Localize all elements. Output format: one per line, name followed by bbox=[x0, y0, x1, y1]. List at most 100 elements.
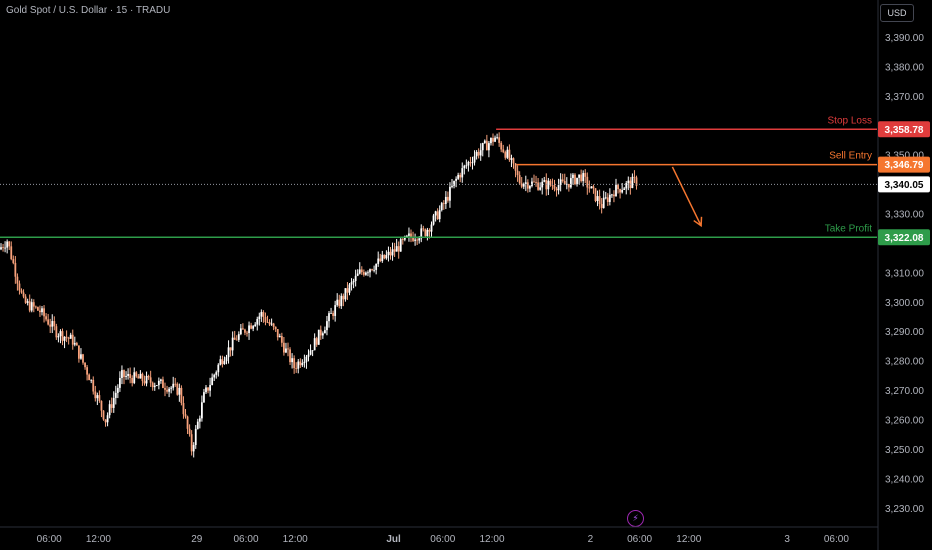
projection-arrow-head bbox=[693, 216, 703, 228]
candle-body bbox=[88, 374, 91, 381]
candle-body bbox=[432, 215, 435, 225]
candle-body bbox=[490, 138, 492, 144]
candle-body bbox=[551, 185, 554, 186]
candle-body bbox=[543, 180, 546, 182]
chart-title: Gold Spot / U.S. Dollar · 15 · TRADU bbox=[6, 5, 171, 16]
candle-body bbox=[340, 295, 343, 307]
candle-body bbox=[383, 254, 386, 259]
candle-body bbox=[391, 249, 394, 256]
candle-body bbox=[157, 380, 160, 386]
candle-body bbox=[592, 186, 595, 189]
y-tick-label: 3,300.00 bbox=[885, 298, 924, 309]
candle-body bbox=[385, 255, 388, 259]
y-tick-label: 3,390.00 bbox=[885, 33, 924, 44]
candle-body bbox=[82, 354, 84, 363]
candle-body bbox=[563, 180, 566, 185]
x-tick-label: 06:00 bbox=[37, 534, 62, 545]
candle-body bbox=[561, 179, 564, 181]
candle-body bbox=[59, 331, 62, 337]
y-tick-label: 3,280.00 bbox=[885, 357, 924, 368]
candle-body bbox=[14, 262, 17, 277]
candle-body bbox=[116, 387, 119, 393]
candle-body bbox=[39, 310, 41, 313]
candle-body bbox=[186, 416, 189, 429]
candle-body bbox=[49, 324, 52, 327]
candle-body bbox=[149, 377, 152, 383]
stop-loss-badge-label: 3,358.78 bbox=[885, 125, 924, 136]
candle-body bbox=[479, 150, 482, 156]
candle-body bbox=[65, 336, 68, 338]
candle-body bbox=[625, 183, 628, 189]
candle-body bbox=[420, 228, 423, 239]
candle-body bbox=[180, 387, 183, 404]
candle-body bbox=[453, 180, 455, 186]
candle-body bbox=[188, 428, 191, 435]
x-tick-label: 06:00 bbox=[824, 534, 849, 545]
candle-body bbox=[30, 302, 33, 311]
candle-body bbox=[299, 361, 302, 366]
candle-body bbox=[436, 211, 439, 220]
projection-arrow[interactable] bbox=[671, 166, 702, 227]
x-tick-label: 06:00 bbox=[627, 534, 652, 545]
candle-body bbox=[557, 184, 560, 191]
candle-body bbox=[235, 339, 238, 341]
candle-body bbox=[18, 283, 21, 291]
candle-body bbox=[96, 395, 99, 399]
candle-body bbox=[348, 284, 351, 293]
candle-body bbox=[463, 165, 466, 169]
candle-body bbox=[0, 247, 2, 250]
candle-body bbox=[176, 383, 179, 395]
x-tick-label: 12:00 bbox=[283, 534, 308, 545]
candle-body bbox=[485, 140, 488, 151]
candle-body bbox=[155, 385, 158, 387]
candle-body bbox=[223, 361, 226, 365]
candle-body bbox=[229, 347, 232, 351]
candle-body bbox=[379, 258, 382, 262]
x-tick-label: Jul bbox=[386, 534, 401, 545]
candle-body bbox=[26, 301, 29, 303]
candle-body bbox=[332, 313, 334, 316]
candle-body bbox=[369, 269, 371, 273]
candle-body bbox=[201, 402, 203, 419]
candle-body bbox=[61, 331, 64, 341]
candle-body bbox=[362, 272, 365, 275]
candle-body bbox=[455, 178, 457, 181]
candle-body bbox=[600, 203, 603, 208]
candle-body bbox=[416, 239, 419, 241]
candle-body bbox=[621, 189, 624, 193]
candle-body bbox=[377, 258, 380, 264]
candle-body bbox=[63, 336, 66, 341]
candle-body bbox=[393, 249, 396, 252]
candle-body bbox=[611, 194, 613, 196]
candle-body bbox=[293, 358, 296, 369]
candle-body bbox=[315, 338, 318, 345]
candle-body bbox=[430, 224, 433, 232]
candle-body bbox=[75, 343, 78, 346]
candle-body bbox=[242, 328, 244, 330]
y-tick-label: 3,240.00 bbox=[885, 474, 924, 485]
candle-body bbox=[352, 280, 355, 283]
sell-entry-label: Sell Entry bbox=[829, 151, 872, 162]
candle-body bbox=[139, 373, 142, 379]
candle-body bbox=[196, 421, 199, 429]
candle-body bbox=[358, 269, 361, 274]
candle-body bbox=[168, 388, 170, 392]
y-tick-label: 3,260.00 bbox=[885, 416, 924, 427]
currency-selector[interactable]: USD bbox=[880, 4, 914, 22]
candle-body bbox=[295, 368, 298, 369]
candle-body bbox=[371, 269, 373, 271]
candle-body bbox=[584, 173, 587, 177]
candle-body bbox=[305, 356, 308, 362]
candle-body bbox=[535, 181, 537, 183]
candle-body bbox=[531, 181, 533, 187]
candle-body bbox=[71, 334, 74, 345]
candle-body bbox=[131, 377, 134, 383]
candle-body bbox=[137, 376, 140, 379]
candle-body bbox=[217, 364, 220, 373]
candle-body bbox=[192, 445, 195, 452]
candle-body bbox=[100, 400, 103, 411]
candle-body bbox=[151, 382, 154, 388]
candle-body bbox=[547, 180, 550, 190]
y-tick-label: 3,270.00 bbox=[885, 386, 924, 397]
